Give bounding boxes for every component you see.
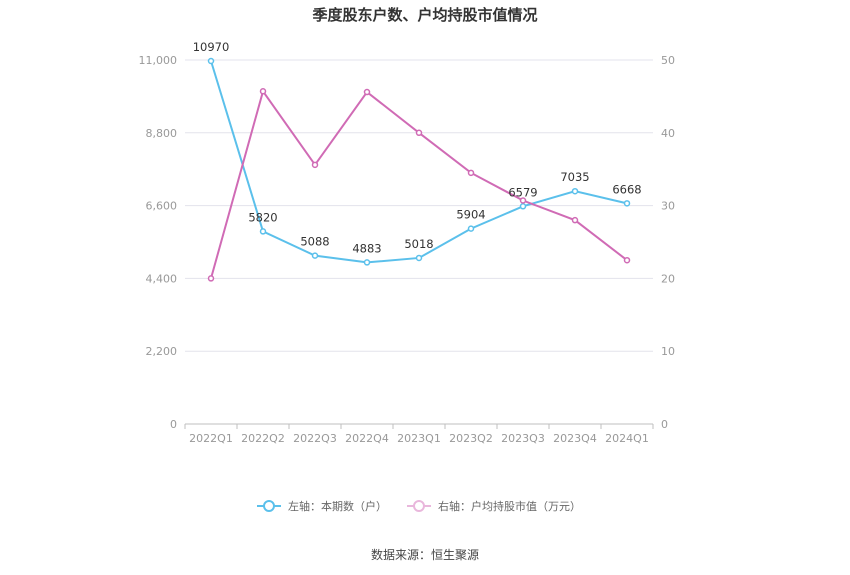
data-label: 10970 — [193, 40, 230, 54]
axes — [184, 423, 654, 429]
right-axis-tick-label: 30 — [661, 200, 675, 213]
x-axis-tick-label: 2022Q4 — [345, 432, 389, 445]
data-point[interactable] — [623, 200, 631, 207]
x-axis-tick-label: 2022Q3 — [293, 432, 337, 445]
data-point[interactable] — [259, 88, 267, 95]
data-point[interactable] — [467, 169, 475, 177]
data-label: 5018 — [404, 237, 433, 251]
x-axis-tick-label: 2023Q4 — [553, 432, 597, 445]
data-point[interactable] — [311, 252, 319, 259]
legend: 左轴：本期数（户） 右轴：户均持股市值（万元） — [257, 499, 581, 513]
data-point[interactable] — [363, 88, 371, 96]
left-axis-tick-label: 2,200 — [146, 345, 178, 358]
grid-lines — [185, 59, 653, 352]
data-point[interactable] — [467, 225, 475, 232]
data-point[interactable] — [519, 197, 527, 204]
data-point[interactable] — [207, 275, 215, 282]
x-axis-tick-label: 2022Q2 — [241, 432, 285, 445]
data-point[interactable] — [363, 259, 371, 266]
data-label: 6668 — [612, 182, 641, 196]
legend-label-right-series: 右轴：户均持股市值（万元） — [438, 499, 581, 513]
left-axis-tick-label: 0 — [170, 418, 177, 431]
data-point[interactable] — [311, 161, 319, 169]
x-axis-tick-label: 2023Q2 — [449, 432, 493, 445]
legend-item-left-series[interactable]: 左轴：本期数（户） — [257, 499, 387, 513]
data-source-note: 数据来源：恒生聚源 — [371, 547, 479, 562]
x-axis-tick-label: 2023Q1 — [397, 432, 441, 445]
x-axis-tick-label: 2024Q1 — [605, 432, 649, 445]
legend-item-right-series[interactable]: 右轴：户均持股市值（万元） — [407, 499, 581, 513]
legend-marker-left-series — [263, 500, 275, 512]
data-point[interactable] — [519, 203, 527, 210]
data-label: 6579 — [508, 185, 537, 199]
right-axis-ticks: 0 10 20 30 40 50 — [661, 54, 675, 431]
chart-title: 季度股东户数、户均持股市值情况 — [312, 6, 537, 24]
data-labels: 10970 5820 5088 4883 5018 5904 6579 7035 6668 — [193, 40, 642, 255]
data-label: 5088 — [300, 235, 329, 249]
x-axis-ticks: 2022Q1 2022Q2 2022Q3 2022Q4 2023Q1 2023Q2 2023… — [189, 432, 649, 445]
data-point[interactable] — [207, 57, 215, 65]
data-label: 4883 — [352, 241, 381, 255]
data-label: 5820 — [248, 210, 277, 224]
right-axis-tick-label: 40 — [661, 127, 675, 140]
x-axis-tick-label: 2023Q3 — [501, 432, 545, 445]
series-layer — [207, 57, 631, 282]
data-point[interactable] — [571, 187, 579, 195]
right-axis-tick-label: 10 — [661, 345, 675, 358]
left-axis-tick-label: 4,400 — [146, 272, 178, 285]
right-axis-tick-label: 20 — [661, 272, 675, 285]
left-axis-tick-label: 8,800 — [146, 127, 178, 140]
x-axis-tick-label: 2022Q1 — [189, 432, 233, 445]
legend-marker-right-series — [413, 500, 425, 512]
left-axis-tick-label: 11,000 — [139, 54, 178, 67]
data-point[interactable] — [623, 256, 631, 264]
series-line-left — [210, 60, 628, 264]
data-label: 5904 — [456, 208, 485, 222]
data-label: 7035 — [560, 170, 589, 184]
data-point[interactable] — [571, 216, 579, 224]
left-axis-ticks: 0 2,200 4,400 6,600 8,800 11,000 — [139, 54, 178, 431]
legend-label-left-series: 左轴：本期数（户） — [288, 499, 387, 513]
data-point[interactable] — [415, 254, 423, 262]
data-point[interactable] — [415, 129, 423, 137]
left-axis-tick-label: 6,600 — [146, 200, 178, 213]
right-axis-tick-label: 50 — [661, 54, 675, 67]
data-point[interactable] — [259, 228, 267, 235]
right-axis-tick-label: 0 — [661, 418, 668, 431]
